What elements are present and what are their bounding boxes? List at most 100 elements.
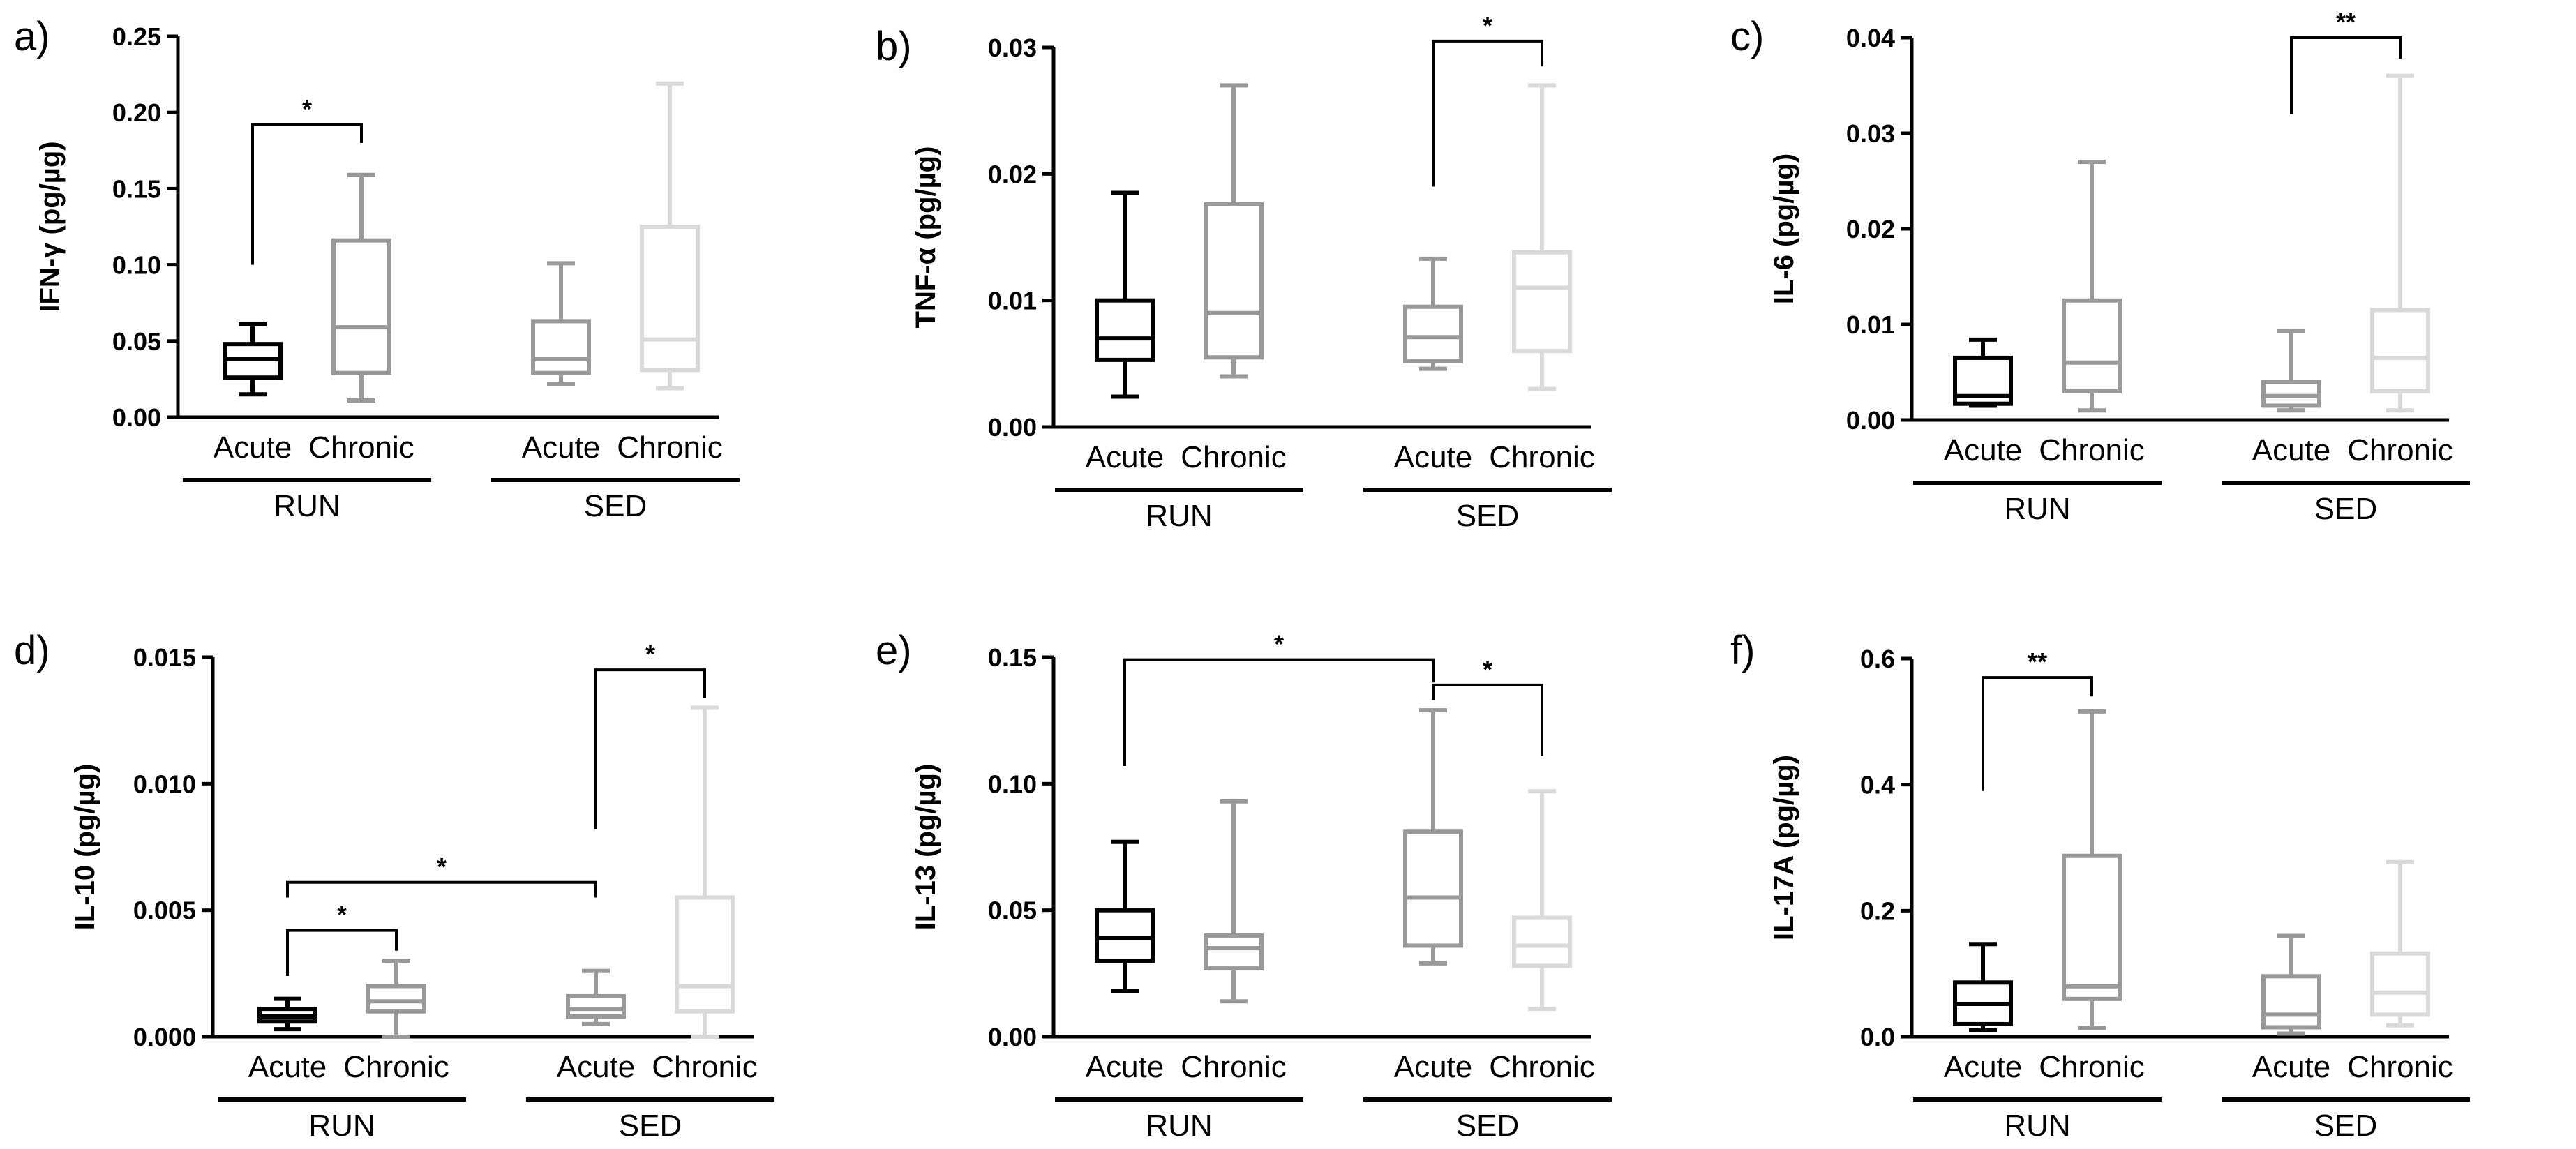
category-label: Acute (1944, 1050, 2023, 1084)
box-run-chronic (2062, 709, 2122, 1030)
significance-marker: * (1274, 630, 1284, 659)
box-sed-acute (2261, 329, 2321, 413)
significance-marker: * (302, 95, 312, 123)
y-tick-label: 0.15 (988, 643, 1037, 672)
y-tick-label: 0.010 (133, 769, 196, 798)
iqr-box (1953, 355, 2013, 406)
y-axis-title: IL-13 (pg/µg) (911, 764, 941, 931)
category-label: Chronic (1181, 440, 1287, 474)
box-sed-acute (531, 261, 591, 386)
category-label: Chronic (652, 1050, 758, 1084)
box-run-acute (1953, 337, 2013, 408)
y-axis-title: IL-17A (pg/µg) (1769, 755, 1799, 940)
box-sed-chronic (1512, 83, 1572, 391)
group-label: SED (2314, 1109, 2377, 1143)
category-label: Acute (1086, 1050, 1165, 1084)
box-run-chronic (331, 172, 391, 403)
box-sed-acute (2261, 933, 2321, 1036)
iqr-box (1204, 202, 1264, 360)
y-axis-title: TNF-α (pg/µg) (911, 147, 941, 329)
y-tick-label: 0.03 (1846, 119, 1895, 148)
iqr-box (1403, 304, 1463, 363)
panel-b: b) 0.00 0.01 0.02 0.03 TNF-α (pg/µg) Acute Chro… (876, 11, 1612, 533)
y-tick-label: 0.01 (1846, 310, 1895, 339)
category-label: Acute (557, 1050, 636, 1084)
category-label: Chronic (343, 1050, 449, 1084)
category-label: Chronic (2347, 1050, 2453, 1084)
significance-bracket (286, 880, 597, 898)
box-run-acute (257, 996, 317, 1032)
iqr-box (1095, 298, 1155, 362)
category-label: Chronic (1181, 1050, 1287, 1084)
panel-d: d) 0.000 0.005 0.010 0.015 IL-10 (pg/µg) Acute… (14, 628, 774, 1143)
y-tick-label: 0.00 (1846, 406, 1895, 435)
y-axis-title: IL-10 (pg/µg) (70, 764, 100, 931)
category-label: Acute (2252, 1050, 2331, 1084)
group-label: SED (1456, 1109, 1519, 1143)
y-tick-label: 0.02 (988, 160, 1037, 188)
significance-bracket (1432, 39, 1543, 187)
y-tick-label: 0.000 (133, 1023, 196, 1051)
significance-bracket (1432, 683, 1543, 756)
group-label: RUN (2004, 492, 2070, 526)
box-run-acute (1095, 190, 1155, 399)
significance-bracket (251, 123, 363, 265)
y-tick-label: 0.03 (988, 33, 1037, 62)
y-tick-label: 0.005 (133, 896, 196, 925)
significance-marker: * (1483, 11, 1492, 40)
category-label: Chronic (617, 430, 723, 465)
group-label: RUN (1146, 499, 1212, 533)
panel-letter: a) (14, 14, 50, 59)
panel-letter: c) (1730, 14, 1764, 59)
box-run-acute (223, 322, 283, 397)
y-tick-label: 0.0 (1860, 1023, 1895, 1051)
group-label: RUN (2004, 1109, 2070, 1143)
category-label: Chronic (2347, 433, 2453, 467)
y-tick-label: 0.00 (112, 403, 161, 432)
category-label: Chronic (308, 430, 414, 465)
box-run-chronic (366, 959, 426, 1039)
significance-marker: ** (2336, 8, 2356, 36)
category-label: Acute (2252, 433, 2331, 467)
category-label: Acute (1086, 440, 1165, 474)
category-label: Acute (248, 1050, 327, 1084)
y-tick-label: 0.10 (988, 769, 1037, 798)
y-axis-title: IFN-γ (pg/µg) (35, 141, 66, 312)
group-label: SED (1456, 499, 1519, 533)
iqr-box (566, 993, 626, 1019)
iqr-box (531, 319, 591, 375)
panel-a: a) 0.00 0.05 0.10 0.15 0.20 0.25 IFN-γ (pg/µg) A… (14, 14, 740, 523)
group-label: RUN (274, 489, 340, 523)
group-label: RUN (1146, 1109, 1212, 1143)
y-tick-label: 0.4 (1860, 771, 1895, 799)
significance-bracket (286, 929, 398, 976)
y-tick-label: 0.05 (112, 327, 161, 356)
category-label: Acute (1394, 1050, 1473, 1084)
box-sed-acute (566, 968, 626, 1026)
significance-marker: * (1483, 655, 1492, 684)
box-sed-acute (1403, 708, 1463, 966)
iqr-box (2062, 298, 2122, 393)
significance-bracket (594, 668, 706, 829)
y-tick-label: 0.00 (988, 1023, 1037, 1051)
group-label: RUN (308, 1109, 375, 1143)
iqr-box (1095, 908, 1155, 963)
iqr-box (1512, 915, 1572, 968)
panel-letter: e) (876, 628, 912, 673)
significance-marker: ** (2028, 647, 2047, 676)
y-tick-label: 0.05 (988, 896, 1037, 925)
iqr-box (331, 238, 391, 375)
iqr-box (1204, 933, 1264, 971)
significance-bracket (1982, 676, 2093, 791)
panel-letter: d) (14, 628, 50, 673)
significance-marker: * (437, 853, 447, 881)
y-tick-label: 0.015 (133, 643, 196, 672)
iqr-box (366, 984, 426, 1014)
panel-letter: f) (1730, 628, 1755, 673)
panel-c: c) 0.00 0.01 0.02 0.03 0.04 IL-6 (pg/µg) Acute C… (1730, 8, 2470, 526)
box-sed-chronic (1512, 789, 1572, 1012)
category-label: Chronic (1489, 440, 1595, 474)
category-label: Acute (214, 430, 292, 465)
box-run-chronic (1204, 83, 1264, 379)
category-label: Acute (1394, 440, 1473, 474)
